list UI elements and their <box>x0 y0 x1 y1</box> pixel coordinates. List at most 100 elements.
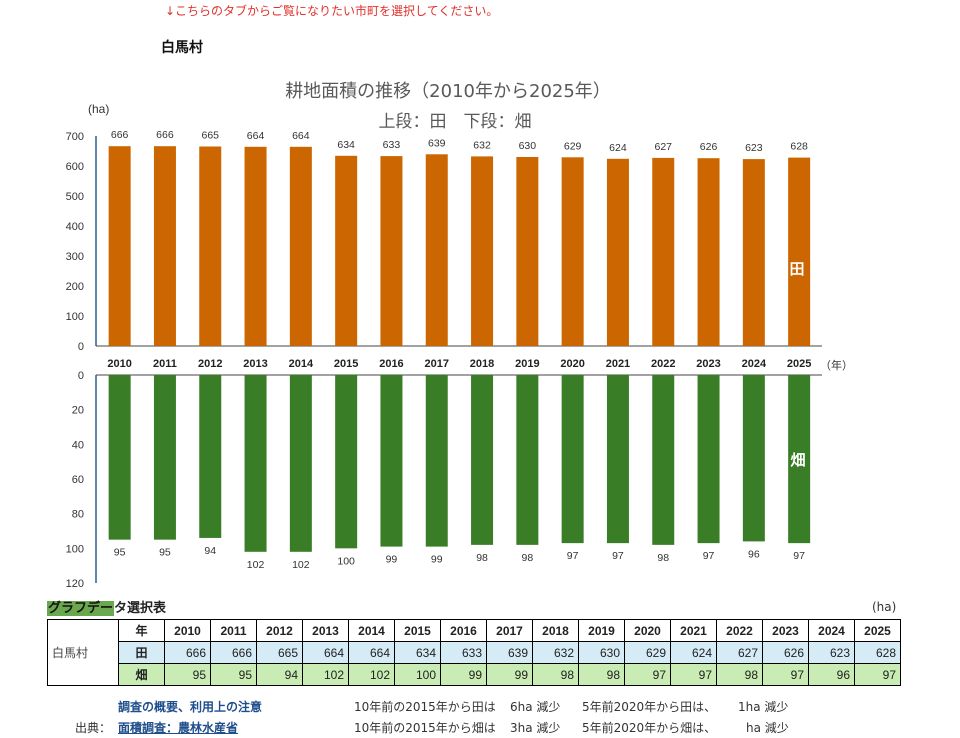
series-label-field: 畑 <box>789 451 805 469</box>
table-field-cell: 102 <box>348 663 395 686</box>
table-field-label: 畑 <box>118 663 165 686</box>
data-label-rice: 634 <box>337 139 355 151</box>
table-year-cell: 2024 <box>808 619 855 642</box>
x-tick-label: 2011 <box>153 358 177 370</box>
table-year-cell: 2014 <box>348 619 395 642</box>
table-row-rice[interactable]: 田 666 666 665 664 664 634 633 639 632 630 629 624 627… <box>48 641 901 664</box>
bar-rice <box>380 156 403 346</box>
data-label-field: 95 <box>159 547 171 559</box>
data-label-rice: 630 <box>519 140 537 152</box>
overview-link[interactable]: 調査の概要、利用上の注意 <box>118 700 263 714</box>
x-tick-label: 2017 <box>425 358 449 370</box>
table-header-row: 白馬村年 2010 2011 2012 2013 2014 2015 2016 2017 2018… <box>47 619 901 686</box>
source-link[interactable]: 面積調査：農林水産省 <box>118 721 239 735</box>
table-unit: (ha) <box>872 600 897 614</box>
bar-field <box>108 375 131 540</box>
x-tick-label: 2024 <box>742 358 767 370</box>
data-label-field: 99 <box>431 554 443 566</box>
data-label-field: 98 <box>657 552 669 564</box>
table-field-cell: 102 <box>302 663 349 686</box>
bar-field <box>380 375 403 547</box>
bar-rice <box>335 155 358 346</box>
bar-field <box>244 375 267 552</box>
table-rice-cell: 666 <box>164 641 211 664</box>
top-y-tick-label: 100 <box>66 311 84 323</box>
field-5y-value: ha 減少 <box>746 721 789 735</box>
bar-rice <box>289 146 312 346</box>
table-field-cell: 99 <box>440 663 487 686</box>
table-year-header: 年 <box>118 619 165 642</box>
table-municipality-cell: 白馬村 <box>47 619 119 686</box>
bar-field <box>471 375 494 545</box>
data-label-field: 100 <box>337 555 355 567</box>
table-year-cell: 2025 <box>854 619 901 642</box>
data-label-field: 98 <box>476 552 488 564</box>
table-year-cell: 2021 <box>670 619 717 642</box>
data-selection-table: 白馬村年 2010 2011 2012 2013 2014 2015 2016 2017 2018… <box>47 619 901 686</box>
table-year-cell: 2023 <box>762 619 809 642</box>
x-tick-label: 2013 <box>243 358 267 370</box>
bottom-y-tick-label: 60 <box>72 474 84 486</box>
rice-10y-text: 10年前の2015年から田は <box>354 700 496 714</box>
top-y-tick-label: 500 <box>66 191 84 203</box>
bottom-y-tick-label: 80 <box>72 509 84 521</box>
data-label-rice: 665 <box>201 130 219 142</box>
data-label-field: 97 <box>567 550 579 562</box>
bottom-y-tick-label: 20 <box>72 405 84 417</box>
table-rice-cell: 627 <box>716 641 763 664</box>
data-label-field: 98 <box>522 552 534 564</box>
table-rice-cell: 632 <box>532 641 579 664</box>
table-row-field[interactable]: 畑 95 95 94 102 102 100 99 99 98 98 97 97 98 97 96 97 <box>48 663 901 686</box>
rice-5y-text: 5年前2020年から田は、 <box>582 700 717 714</box>
bar-field <box>153 375 176 540</box>
data-label-field: 102 <box>247 559 265 571</box>
bar-field <box>516 375 539 545</box>
top-y-tick-label: 700 <box>66 131 84 143</box>
bar-field <box>561 375 584 544</box>
top-y-tick-label: 0 <box>78 341 84 353</box>
table-year-cell: 2015 <box>394 619 441 642</box>
table-field-cell: 97 <box>624 663 671 686</box>
bar-field <box>606 375 629 544</box>
table-rice-cell: 664 <box>348 641 395 664</box>
source-label: 出典： <box>75 721 112 735</box>
table-year-cell: 2010 <box>164 619 211 642</box>
table-field-cell: 98 <box>532 663 579 686</box>
bar-rice <box>153 146 176 346</box>
x-tick-label: 2020 <box>560 358 584 370</box>
table-year-cell: 2012 <box>256 619 303 642</box>
bar-field <box>742 375 765 542</box>
x-tick-label: 2019 <box>515 358 539 370</box>
x-tick-label: 2025 <box>787 358 811 370</box>
instruction-notice: ↓こちらのタブからご覧になりたい市町を選択してください。 <box>165 4 499 18</box>
table-year-cell: 2018 <box>532 619 579 642</box>
table-field-cell: 100 <box>394 663 441 686</box>
x-tick-label: 2022 <box>651 358 675 370</box>
x-tick-label: 2018 <box>470 358 494 370</box>
table-rice-cell: 665 <box>256 641 303 664</box>
bar-rice <box>108 146 131 346</box>
bar-rice <box>742 159 765 346</box>
field-10y-value: 3ha 減少 <box>510 721 561 735</box>
series-label-rice: 田 <box>789 260 804 278</box>
data-label-field: 97 <box>793 550 805 562</box>
municipality-title: 白馬村 <box>161 40 203 56</box>
x-tick-label: 2016 <box>379 358 403 370</box>
table-rice-cell: 639 <box>486 641 533 664</box>
table-rice-cell: 633 <box>440 641 487 664</box>
table-rice-cell: 630 <box>578 641 625 664</box>
data-label-field: 97 <box>703 550 715 562</box>
bar-field <box>425 375 448 547</box>
table-rice-cell: 634 <box>394 641 441 664</box>
rice-10y-value: 6ha 減少 <box>510 700 561 714</box>
data-label-rice: 627 <box>654 141 672 153</box>
table-year-cell: 2011 <box>210 619 257 642</box>
table-rice-cell: 624 <box>670 641 717 664</box>
x-unit-label: （年） <box>820 358 853 372</box>
table-year-cell: 2022 <box>716 619 763 642</box>
bar-rice <box>199 146 222 346</box>
table-year-cell: 2019 <box>578 619 625 642</box>
data-label-field: 102 <box>292 559 310 571</box>
table-rice-cell: 664 <box>302 641 349 664</box>
data-label-rice: 623 <box>745 142 763 154</box>
